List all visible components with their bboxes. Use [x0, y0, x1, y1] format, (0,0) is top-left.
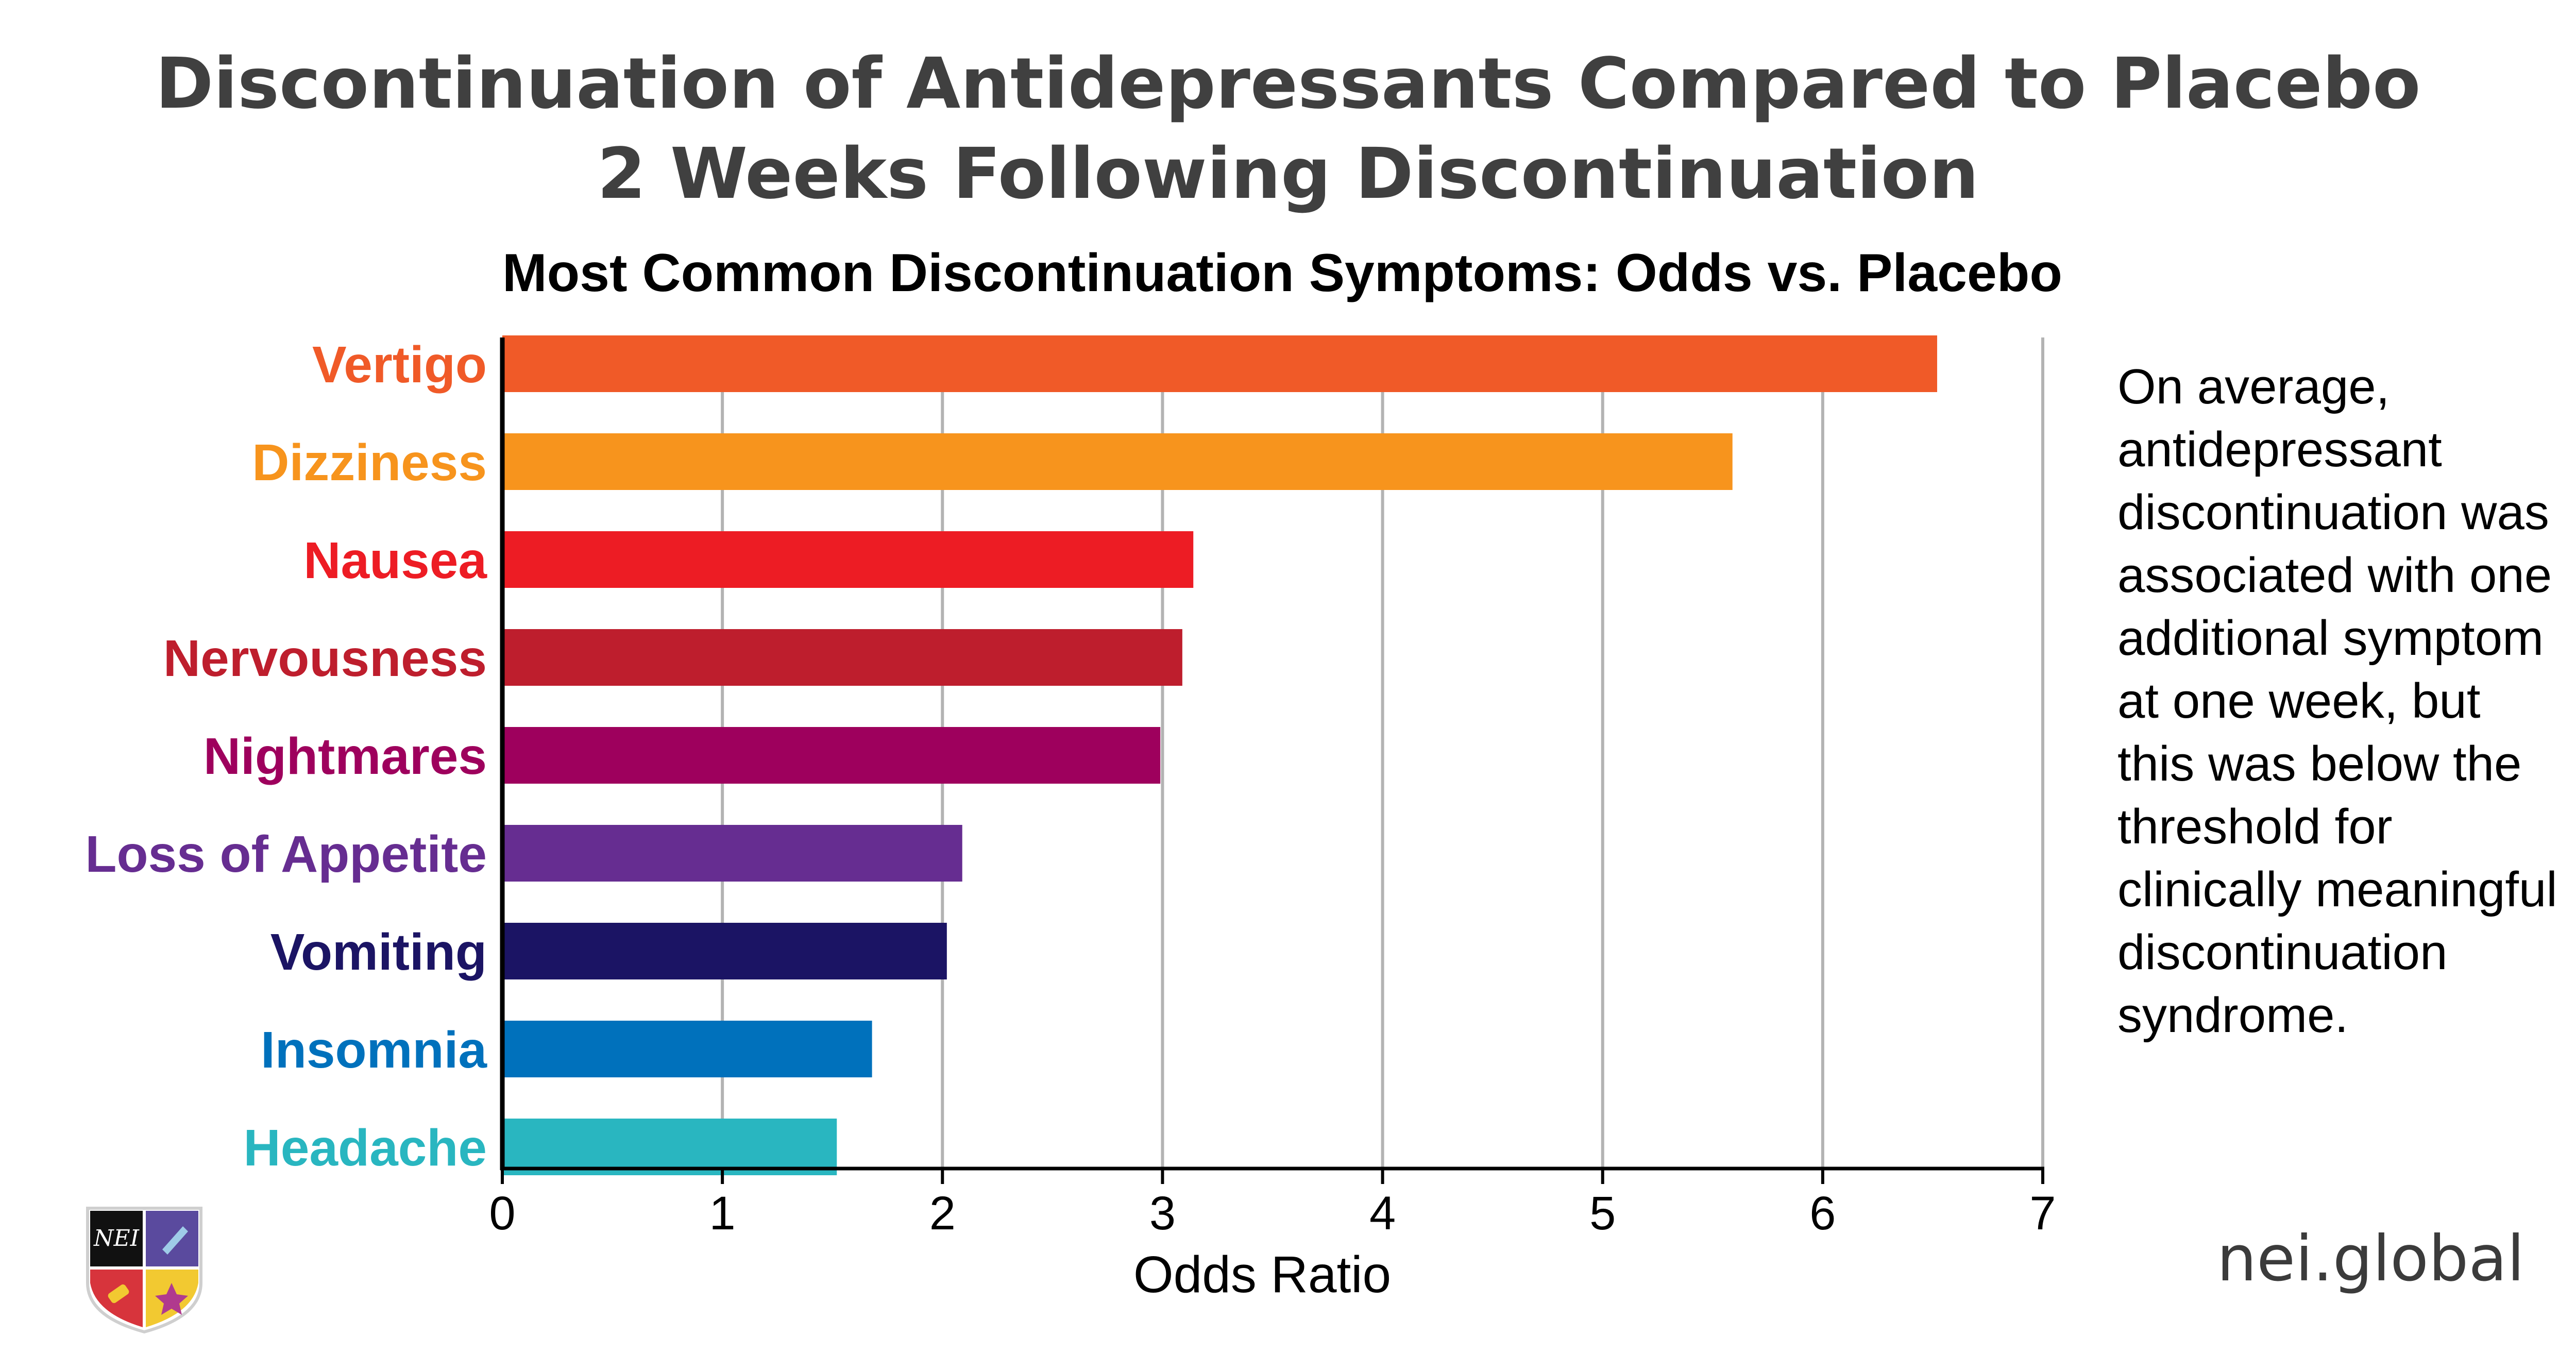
bar-vertigo	[502, 335, 1937, 392]
category-label-vertigo: Vertigo	[312, 336, 487, 394]
category-label-nightmares: Nightmares	[204, 728, 487, 785]
bar-nightmares	[502, 727, 1161, 784]
bar-dizziness	[502, 433, 1733, 490]
x-tick-label-2: 2	[929, 1187, 956, 1240]
x-tick-label-3: 3	[1149, 1187, 1176, 1240]
chart-subtitle: Most Common Discontinuation Symptoms: Od…	[502, 243, 2062, 303]
logo-text: NEI	[93, 1225, 140, 1251]
x-tick-label-6: 6	[1809, 1187, 1836, 1240]
category-labels: Vertigo Dizziness Nausea Nervousness Nightma…	[85, 336, 487, 1177]
chart-title-line-1: Discontinuation of Antidepressants Compa…	[155, 43, 2421, 125]
brand-url: nei.global	[2216, 1222, 2524, 1295]
x-tick-label-7: 7	[2029, 1187, 2056, 1240]
bar-nausea	[502, 531, 1194, 588]
bar-insomnia	[502, 1021, 872, 1077]
category-label-nervousness: Nervousness	[163, 630, 487, 687]
category-label-nausea: Nausea	[303, 532, 487, 589]
axes	[500, 337, 2044, 1171]
chart-title-line-2: 2 Weeks Following Discontinuation	[597, 133, 1979, 215]
x-axis-label: Odds Ratio	[1133, 1246, 1391, 1304]
category-label-dizziness: Dizziness	[252, 434, 487, 492]
bar-loss-of-appetite	[502, 825, 962, 882]
category-label-headache: Headache	[244, 1119, 487, 1177]
x-tick-labels: 0 1 2 3 4 5 6 7	[489, 1169, 2056, 1240]
category-label-loss-of-appetite: Loss of Appetite	[85, 825, 487, 883]
bar-nervousness	[502, 629, 1182, 686]
bar-vomiting	[502, 923, 947, 979]
annotation-text: On average, antidepressant discontinuati…	[2117, 359, 2557, 1043]
x-tick-label-0: 0	[489, 1187, 515, 1240]
bars	[502, 335, 1937, 1175]
category-label-vomiting: Vomiting	[270, 923, 487, 981]
x-tick-label-1: 1	[709, 1187, 736, 1240]
x-tick-label-4: 4	[1369, 1187, 1396, 1240]
x-tick-label-5: 5	[1589, 1187, 1616, 1240]
category-label-insomnia: Insomnia	[261, 1021, 487, 1079]
bar-headache	[502, 1119, 837, 1175]
nei-logo: NEI	[86, 1207, 202, 1334]
